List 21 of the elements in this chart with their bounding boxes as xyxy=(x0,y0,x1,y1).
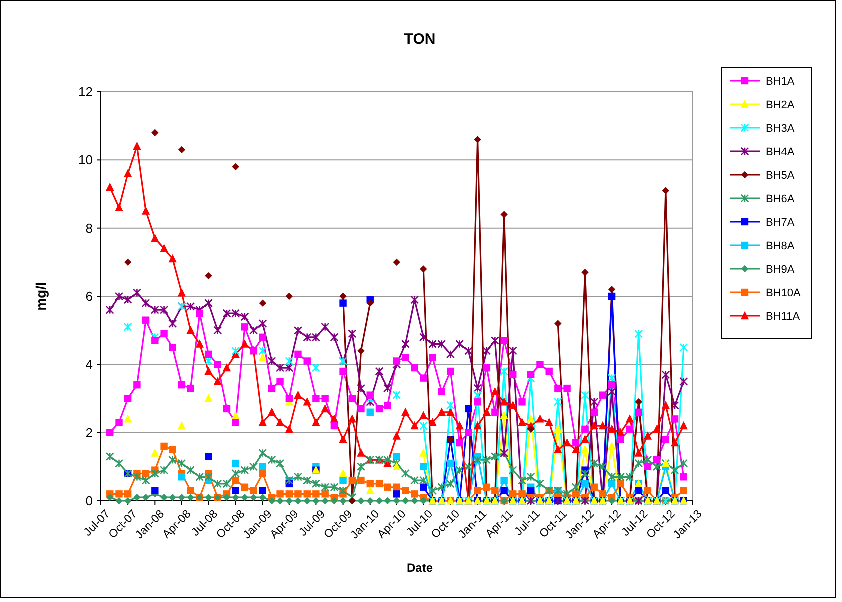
legend-label: BH5A xyxy=(766,170,796,182)
legend-label: BH11A xyxy=(766,310,801,323)
y-tick-label: 6 xyxy=(86,289,93,304)
x-axis-title: Date xyxy=(406,561,434,575)
legend-label: BH7A xyxy=(766,216,796,229)
y-axis-title: mg/l xyxy=(33,282,49,311)
y-tick-label: 10 xyxy=(78,152,93,168)
legend-label: BH6A xyxy=(766,193,796,206)
legend-label: BH8A xyxy=(766,240,796,252)
legend-label: BH3A xyxy=(766,122,796,135)
legend-label: BH4A xyxy=(766,146,796,158)
y-tick-label: 8 xyxy=(86,220,93,236)
y-tick-label: 4 xyxy=(86,357,93,372)
y-tick-label: 2 xyxy=(86,425,93,440)
legend-label: BH1A xyxy=(766,76,796,88)
legend-label: BH9A xyxy=(766,264,796,276)
legend-label: BH10A xyxy=(766,287,802,300)
y-tick-label: 0 xyxy=(86,494,93,509)
y-tick-label: 12 xyxy=(78,84,93,100)
chart-title: TON xyxy=(404,31,436,48)
legend-label: BH2A xyxy=(766,99,796,112)
